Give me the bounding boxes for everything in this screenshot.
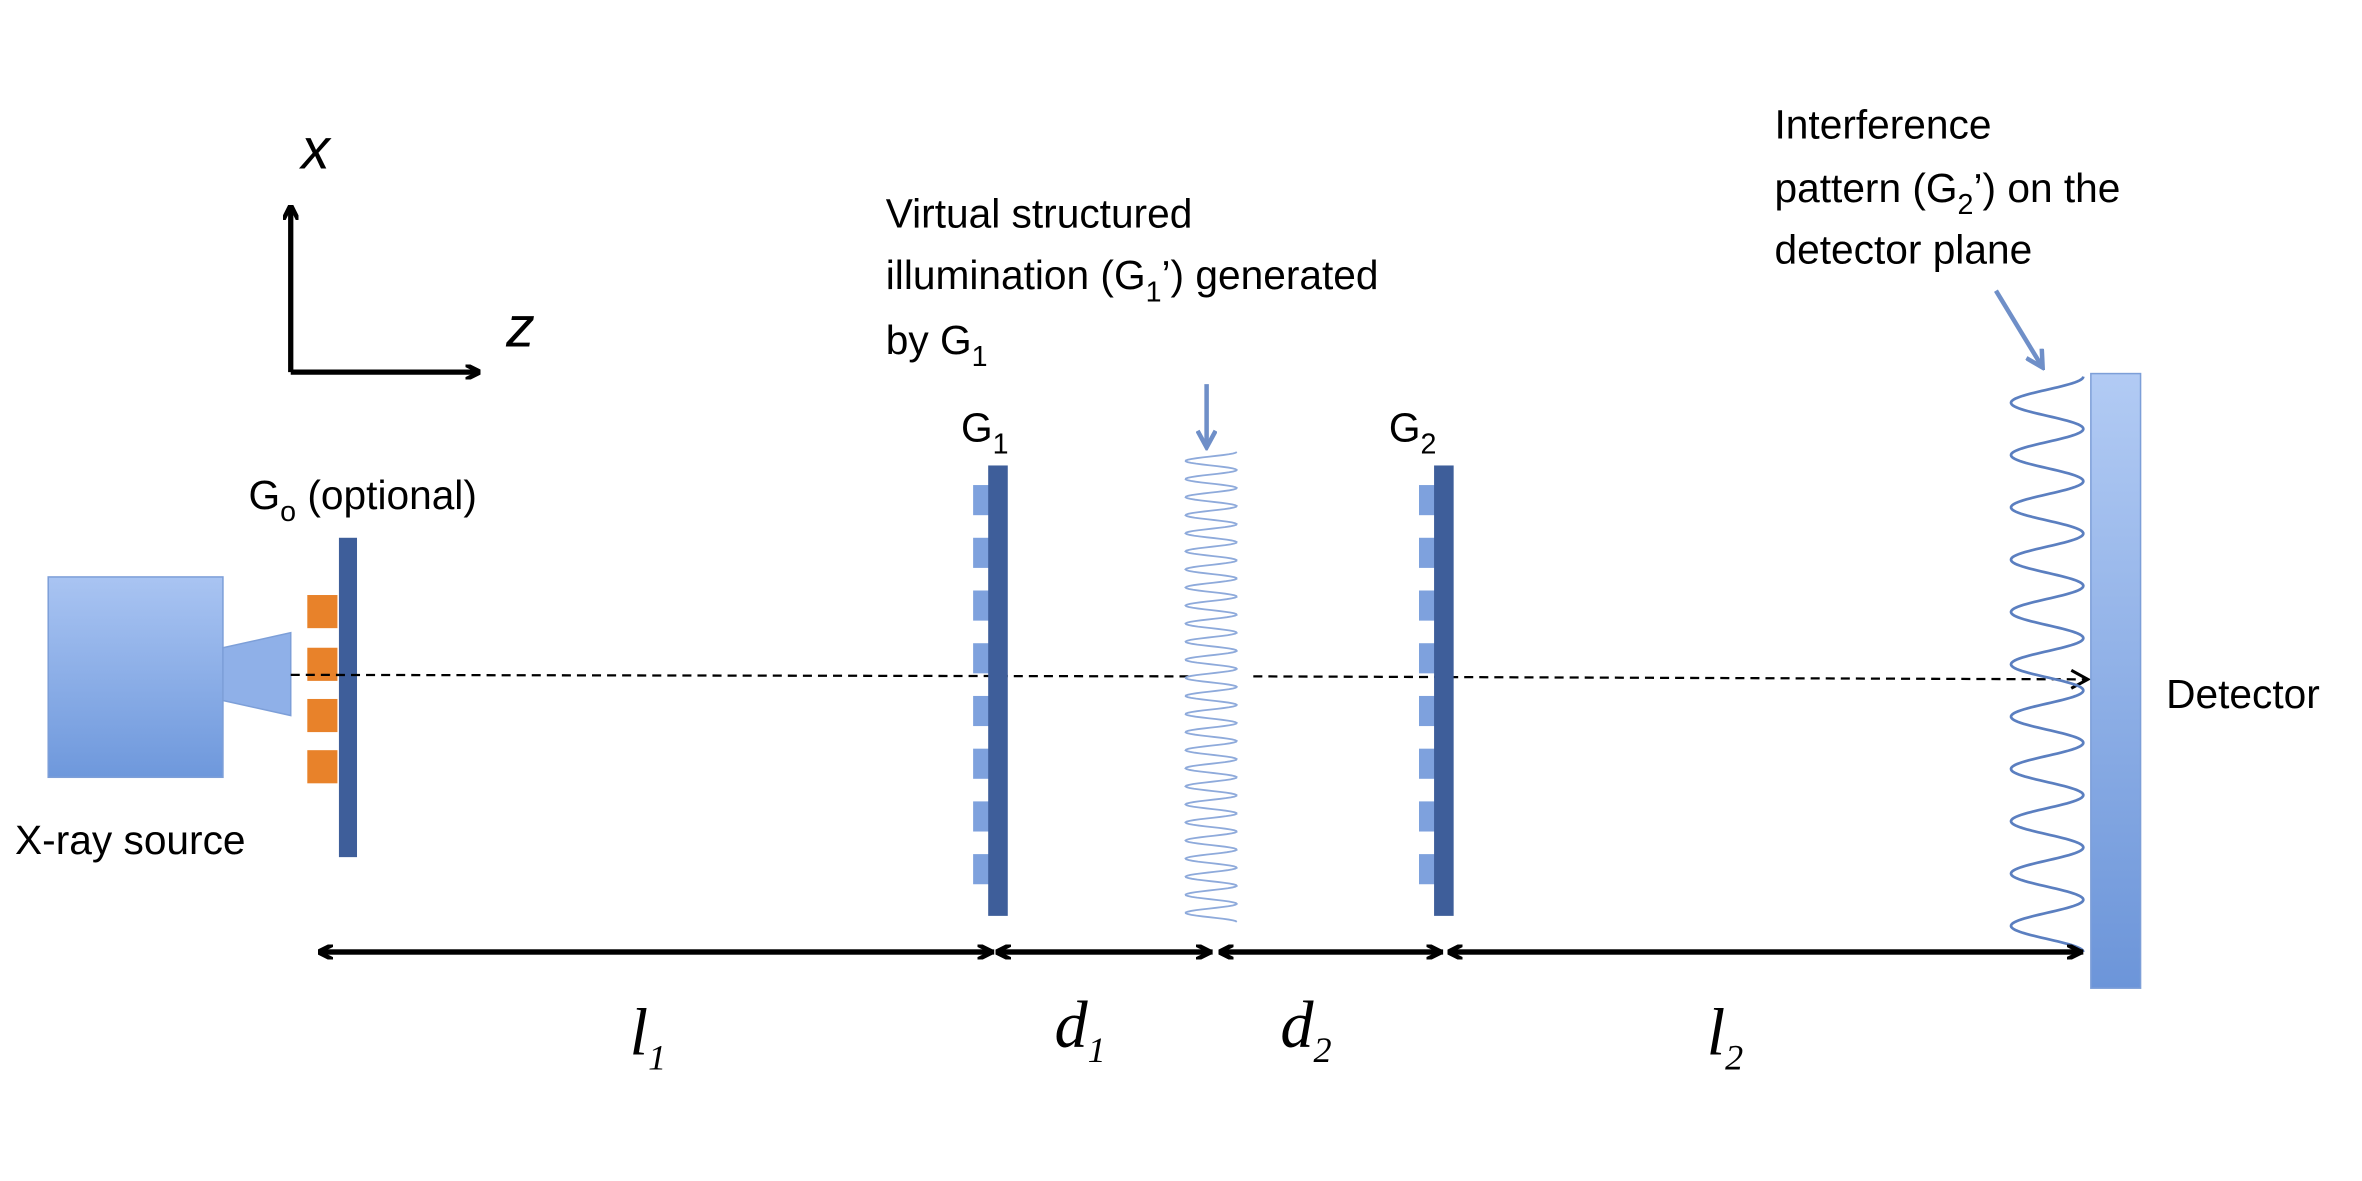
text-part: illumination (G	[886, 252, 1146, 298]
grating-bar	[1434, 465, 1454, 916]
text-part: G	[249, 472, 281, 518]
distance-label: l2	[1707, 996, 1744, 1077]
subscript: 1	[1088, 1030, 1106, 1070]
text-part: Interference	[1775, 102, 1992, 148]
subscript: 1	[972, 341, 988, 373]
subscript: 1	[648, 1038, 666, 1078]
text-part: d	[1054, 989, 1088, 1062]
text-part: G	[1389, 404, 1421, 450]
pointer-arrow	[1994, 289, 2043, 368]
text-part: G	[961, 404, 993, 450]
source-nozzle	[222, 631, 292, 717]
detector	[2090, 372, 2142, 989]
text-part: (optional)	[296, 472, 477, 518]
g0-grating	[307, 537, 358, 858]
subscript: o	[280, 496, 296, 528]
text-part: l	[630, 996, 648, 1069]
annotation-line: Virtual structured	[886, 190, 1193, 236]
grating-tooth	[1419, 854, 1436, 885]
text-part: by G	[886, 317, 972, 363]
grating-bar	[988, 465, 1008, 916]
grating-tooth	[973, 695, 990, 727]
beam-line	[290, 675, 2088, 680]
subscript: 2	[1421, 428, 1437, 460]
subscript: 2	[1725, 1038, 1743, 1078]
grating-tooth	[1419, 590, 1436, 621]
subscript: 1	[1146, 276, 1162, 308]
text-part: l	[1707, 996, 1725, 1069]
distance-label: d1	[1054, 989, 1105, 1070]
grating-tooth	[1419, 748, 1436, 779]
grating	[973, 465, 1008, 916]
subscript: 2	[1958, 189, 1974, 221]
annotation-line: detector plane	[1775, 227, 2033, 273]
grating-tooth	[1419, 695, 1436, 727]
distance-label: l1	[630, 996, 667, 1077]
grating-tooth	[973, 485, 990, 516]
g2-label: G2	[1389, 404, 1437, 460]
grating-tooth	[973, 643, 990, 674]
subscript: 2	[1314, 1030, 1332, 1070]
text-part: ’) generated	[1162, 252, 1379, 298]
annotation-line: pattern (G2’) on the	[1775, 165, 2121, 221]
subscript: 1	[993, 428, 1009, 460]
interference-wave	[2009, 376, 2085, 953]
xray-source	[47, 576, 224, 779]
axis-x-label: x	[298, 118, 332, 182]
text-part: detector plane	[1775, 227, 2033, 273]
grating-tooth	[973, 748, 990, 779]
grating	[1419, 465, 1454, 916]
text-part: ’) on the	[1973, 165, 2120, 211]
g0-label: Go (optional)	[249, 472, 477, 528]
text-part: pattern (G	[1775, 165, 1958, 211]
g1-label: G1	[961, 404, 1009, 460]
grating-tooth	[973, 537, 990, 568]
grating-tooth	[1419, 643, 1436, 674]
axis-z-label: z	[505, 295, 535, 359]
grating-tooth	[1419, 801, 1436, 832]
grating-tooth	[973, 590, 990, 621]
grating-tooth	[973, 854, 990, 885]
annotation-line: Interference	[1775, 102, 1992, 148]
annotation-line: illumination (G1’) generated	[886, 252, 1379, 308]
virtual-illumination-wave	[1184, 451, 1239, 923]
axes-arrows	[291, 206, 479, 372]
grating-tooth	[1419, 537, 1436, 568]
detector-label: Detector	[2166, 671, 2320, 717]
text-part: d	[1280, 989, 1314, 1062]
distance-label: d2	[1280, 989, 1331, 1070]
text-part: Virtual structured	[886, 190, 1193, 236]
grating-tooth	[1419, 485, 1436, 516]
grating-tooth	[973, 801, 990, 832]
source-label: X-ray source	[15, 817, 245, 863]
annotation-line: by G1	[886, 317, 988, 373]
